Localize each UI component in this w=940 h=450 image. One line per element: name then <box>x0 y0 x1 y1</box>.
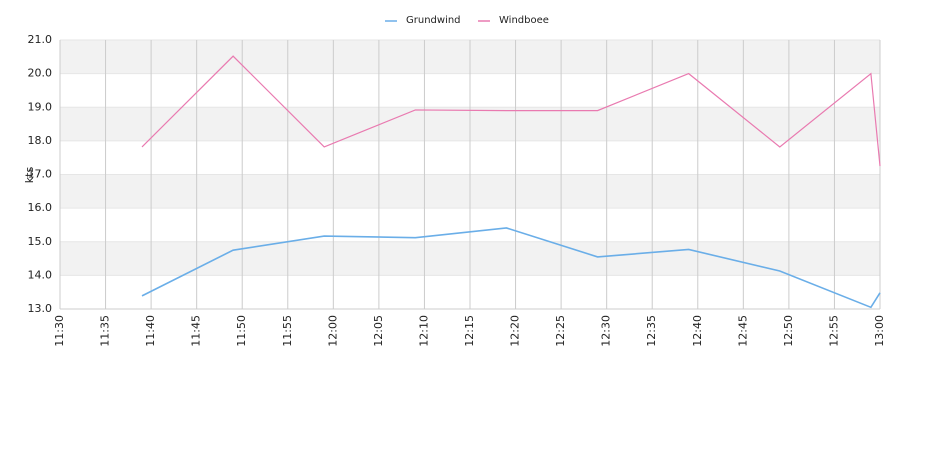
y-tick-label: 21.0 <box>28 33 53 46</box>
series-line <box>141 227 881 309</box>
y-tick-label: 19.0 <box>28 100 53 113</box>
x-tick-label: 12:30 <box>600 315 613 347</box>
x-tick-label: 12:45 <box>736 315 749 347</box>
legend-label: Grundwind <box>406 15 461 26</box>
x-tick-label: 12:50 <box>782 315 795 347</box>
x-tick-label: 13:00 <box>873 315 886 347</box>
x-tick-label: 12:15 <box>463 315 476 347</box>
y-axis-label: kts <box>23 167 36 184</box>
y-tick-label: 17.0 <box>28 168 53 181</box>
x-tick-label: 12:00 <box>326 315 339 347</box>
x-tick-label: 12:25 <box>554 315 567 347</box>
y-tick-label: 15.0 <box>28 235 53 248</box>
x-tick-label: 11:50 <box>235 315 248 347</box>
x-tick-label: 11:45 <box>190 315 203 347</box>
y-tick-label: 13.0 <box>28 302 53 315</box>
x-tick-label: 12:55 <box>827 315 840 347</box>
y-tick-label: 14.0 <box>28 268 53 281</box>
y-tick-label: 20.0 <box>28 67 53 80</box>
y-tick-label: 16.0 <box>28 201 53 214</box>
x-tick-label: 12:10 <box>417 315 430 347</box>
x-tick-label: 12:20 <box>509 315 522 347</box>
x-tick-label: 11:40 <box>144 315 157 347</box>
x-tick-label: 11:35 <box>99 315 112 347</box>
y-tick-label: 18.0 <box>28 134 53 147</box>
x-tick-label: 12:35 <box>645 315 658 347</box>
x-tick-label: 12:05 <box>372 315 385 347</box>
legend-label: Windboee <box>499 15 549 26</box>
x-tick-label: 11:55 <box>281 315 294 347</box>
series-line <box>141 55 881 167</box>
x-tick-label: 11:30 <box>53 315 66 347</box>
x-tick-label: 12:40 <box>691 315 704 347</box>
